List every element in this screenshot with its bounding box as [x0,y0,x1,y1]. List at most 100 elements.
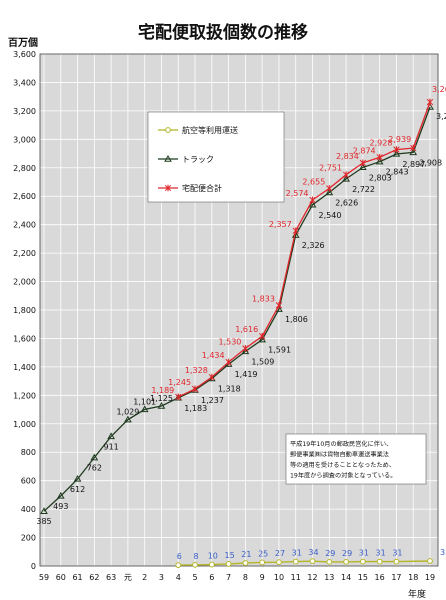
data-label: 2,722 [352,185,375,194]
data-point [392,149,401,157]
data-point [410,144,417,152]
data-point [259,332,266,340]
annotation-line: 等の適用を受けることとなったため、 [290,461,395,469]
legend-label: 航空等利用運送 [182,125,238,135]
plot-border [39,53,439,567]
data-point [393,146,400,153]
data-label: 35 [440,548,446,557]
data-label: 1,833 [252,294,275,303]
x-tick-label: 9 [260,573,265,582]
y-tick-label: 2,000 [13,278,36,287]
data-label: 1,530 [218,337,241,346]
data-label: 31 [359,549,369,558]
data-label: 385 [36,517,51,526]
data-point [175,562,182,569]
data-point [308,200,317,208]
data-point [292,227,299,235]
x-tick-label: 19 [425,573,435,582]
data-label: 1,125 [150,394,173,403]
data-label: 2,939 [388,135,411,144]
data-point [359,163,367,171]
data-label: 25 [258,549,268,558]
data-label: 1,101 [133,397,156,406]
data-label: 2,874 [353,146,376,155]
data-label: 1,616 [235,325,258,334]
data-label: 1,237 [201,396,224,405]
data-point [325,188,334,196]
data-point [342,174,350,182]
data-point [326,558,333,565]
x-tick-label: 62 [89,573,99,582]
annotation-frame [285,433,427,485]
data-label: 1,183 [184,404,207,413]
x-tick-label: 14 [341,573,351,582]
data-label: 2,326 [302,241,325,250]
data-point [208,373,215,381]
data-point [157,401,166,409]
data-point [140,405,149,413]
data-point [225,560,232,567]
data-label: 1,318 [218,385,241,394]
data-label: 31 [376,549,386,558]
data-label: 2,540 [319,211,342,220]
chart-title: 宅配便取扱個数の推移 [138,22,308,43]
x-tick-label: 11 [291,573,301,582]
data-point [242,560,249,566]
data-point [309,558,316,565]
y-tick-label: 1,000 [13,420,36,429]
data-point [208,561,215,568]
data-label: 27 [275,549,285,558]
data-point [309,196,316,204]
x-tick-label: 3 [159,573,164,582]
x-tick-label: 5 [192,573,197,582]
data-point [376,558,383,565]
legend-label: 宅配便合計 [182,183,222,193]
data-point [165,127,171,133]
data-point [359,159,367,167]
data-point [73,474,82,482]
data-label: 2,803 [369,173,392,182]
x-tick-label: 元 [124,573,132,582]
data-point [225,358,232,366]
data-label: 2,655 [302,177,325,186]
data-point [359,558,366,565]
data-label: 2,751 [319,164,342,173]
x-tick-label: 63 [106,573,116,582]
data-label: 1,591 [268,346,291,355]
axes: 0 200 400 600 800 1,000 1,200 1,400 1,600 1,800 2,… [13,50,439,582]
data-point [90,453,99,461]
data-point [164,154,172,162]
annotation-line: 19年度から調査の対象となっている。 [290,472,396,480]
data-label: 21 [241,550,251,559]
data-label: 911 [103,442,118,451]
y-tick-label: 3,000 [13,135,36,144]
x-tick-label: 16 [375,573,385,582]
data-point [393,558,400,565]
data-point [258,335,267,343]
data-label: 29 [325,549,335,558]
data-label: 1,328 [185,366,208,375]
data-point [241,347,250,355]
data-point [326,185,333,192]
y-axis-unit: 百万個 [8,36,38,49]
y-tick-label: 2,200 [13,249,36,258]
data-label: 2,357 [269,220,292,229]
data-label: 34 [308,548,318,557]
data-label: 1,806 [285,315,308,324]
y-tick-label: 2,800 [13,164,36,173]
x-tick-label: 60 [56,573,66,582]
data-label: 2,928 [370,139,393,148]
data-label: 6 [177,552,182,561]
x-tick-label: 2 [142,573,147,582]
series-line [43,106,431,512]
data-point [292,558,299,565]
data-point [375,157,384,165]
x-tick-label: 4 [176,573,181,582]
y-tick-label: 800 [21,448,36,457]
x-tick-label: 6 [209,573,214,582]
x-tick-label: 18 [408,573,418,582]
